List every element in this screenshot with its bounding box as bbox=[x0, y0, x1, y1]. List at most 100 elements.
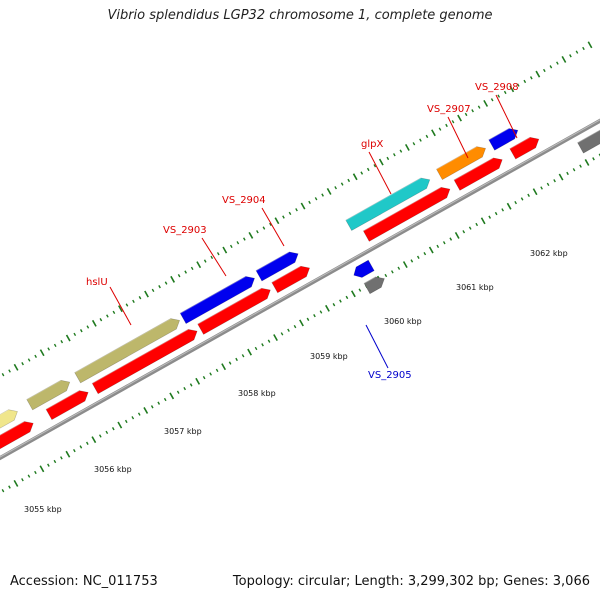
tick-mark-upper bbox=[483, 100, 489, 107]
topology-summary: Topology: circular; Length: 3,299,302 bp… bbox=[232, 574, 590, 589]
tick-mark-upper bbox=[321, 193, 324, 197]
gene-arrow-glpx bbox=[345, 177, 431, 231]
tick-mark-upper bbox=[13, 363, 19, 371]
tick-mark-lower bbox=[350, 290, 356, 298]
tick-mark-upper bbox=[477, 105, 481, 109]
gene-arrow-yellow-bevel bbox=[0, 409, 9, 416]
tick-mark-lower bbox=[572, 168, 576, 172]
cds-arrow-bevel bbox=[197, 287, 262, 325]
tick-mark-lower bbox=[235, 357, 238, 362]
scale-label: 3058 kbp bbox=[238, 389, 276, 398]
tick-mark-lower bbox=[462, 230, 466, 234]
tick-mark-upper bbox=[549, 65, 553, 69]
tick-mark-lower bbox=[402, 261, 408, 269]
tick-mark-lower bbox=[131, 416, 135, 420]
tick-mark-lower bbox=[137, 412, 141, 416]
tick-mark-upper bbox=[243, 237, 246, 241]
tick-mark-lower bbox=[111, 427, 115, 431]
tick-mark-lower bbox=[579, 164, 582, 168]
tick-mark-lower bbox=[287, 328, 290, 332]
tick-mark-upper bbox=[587, 41, 593, 49]
cds-arrow-bevel bbox=[453, 157, 494, 181]
tick-mark-lower bbox=[339, 299, 342, 303]
tick-mark-upper bbox=[236, 241, 240, 245]
cds-arrow bbox=[509, 136, 540, 160]
tick-mark-upper bbox=[210, 255, 214, 260]
tick-mark-upper bbox=[34, 354, 37, 358]
tick-mark-lower bbox=[85, 441, 89, 445]
tick-mark-lower bbox=[306, 317, 310, 321]
tick-mark-upper bbox=[556, 61, 559, 65]
cds-arrow bbox=[91, 329, 198, 395]
tick-mark-lower bbox=[169, 392, 175, 400]
gene-arrow-vs2903-bevel bbox=[179, 275, 246, 314]
tick-mark-upper bbox=[274, 217, 280, 225]
tick-mark-upper bbox=[347, 178, 351, 183]
tick-mark-upper bbox=[393, 153, 396, 157]
gene-arrow-hslu bbox=[74, 318, 181, 384]
chromosome-backbone bbox=[0, 118, 600, 461]
tick-mark-lower bbox=[189, 383, 193, 387]
tick-mark-upper bbox=[543, 68, 546, 73]
tick-mark-lower bbox=[520, 197, 524, 201]
tick-mark-lower bbox=[280, 332, 284, 336]
scale-label: 3062 kbp bbox=[530, 249, 568, 258]
cds-arrow bbox=[0, 421, 34, 450]
label-leader-line bbox=[201, 237, 227, 277]
cds-arrow bbox=[362, 186, 451, 242]
tick-mark-lower bbox=[60, 456, 63, 460]
cds-arrow-bevel bbox=[363, 186, 442, 232]
tick-mark-upper bbox=[366, 167, 370, 172]
tick-mark-lower bbox=[390, 270, 394, 274]
gene-arrow-vs2907-bevel bbox=[436, 146, 477, 170]
tick-mark-upper bbox=[314, 197, 318, 201]
tick-mark-upper bbox=[190, 266, 194, 271]
tick-mark-lower bbox=[494, 211, 498, 216]
gene-label: glpX bbox=[361, 139, 383, 150]
cds-arrow-bevel bbox=[45, 390, 80, 410]
tick-mark-lower bbox=[313, 314, 316, 318]
label-leader-line bbox=[109, 286, 132, 326]
tick-mark-upper bbox=[412, 142, 416, 146]
tick-mark-upper bbox=[229, 244, 233, 249]
tick-mark-upper bbox=[425, 134, 429, 139]
cds-arrow bbox=[45, 390, 89, 421]
gene-arrow-vs2903 bbox=[179, 276, 255, 325]
gene-arrow-glpx-bevel bbox=[345, 177, 422, 221]
tick-mark-lower bbox=[299, 319, 304, 327]
tick-mark-lower bbox=[228, 361, 232, 365]
tick-mark-upper bbox=[65, 334, 71, 342]
tick-mark-upper bbox=[39, 349, 45, 357]
tick-mark-lower bbox=[532, 188, 538, 196]
tick-mark-upper bbox=[352, 173, 358, 181]
tick-mark-upper bbox=[106, 314, 109, 318]
gene-arrow-gray-right bbox=[577, 129, 600, 154]
tick-mark-lower bbox=[553, 179, 556, 183]
tick-mark-lower bbox=[325, 304, 330, 312]
tick-mark-lower bbox=[79, 445, 83, 449]
gene-arrow-vs2907 bbox=[436, 146, 486, 181]
tick-mark-upper bbox=[118, 305, 123, 313]
tick-mark-lower bbox=[475, 222, 479, 227]
tick-mark-lower bbox=[39, 465, 45, 473]
gene-arrow-gray-bevel bbox=[363, 276, 376, 284]
tick-mark-upper bbox=[509, 85, 515, 93]
label-leader-line bbox=[447, 116, 469, 159]
tick-mark-lower bbox=[436, 244, 440, 249]
tick-mark-upper bbox=[158, 285, 161, 289]
tick-mark-lower bbox=[488, 215, 492, 219]
tick-mark-lower bbox=[540, 186, 543, 190]
accession-text: Accession: NC_011753 bbox=[10, 574, 158, 589]
cds-arrow bbox=[197, 287, 271, 335]
tick-mark-upper bbox=[27, 358, 31, 362]
tick-mark-lower bbox=[480, 217, 486, 225]
tick-mark-lower bbox=[247, 348, 252, 356]
tick-mark-lower bbox=[209, 372, 212, 376]
tick-mark-upper bbox=[457, 114, 462, 122]
tick-mark-upper bbox=[326, 187, 332, 195]
tick-mark-lower bbox=[558, 173, 564, 181]
tick-mark-lower bbox=[13, 479, 19, 487]
scale-label: 3056 kbp bbox=[94, 465, 132, 474]
tick-mark-lower bbox=[332, 303, 336, 307]
